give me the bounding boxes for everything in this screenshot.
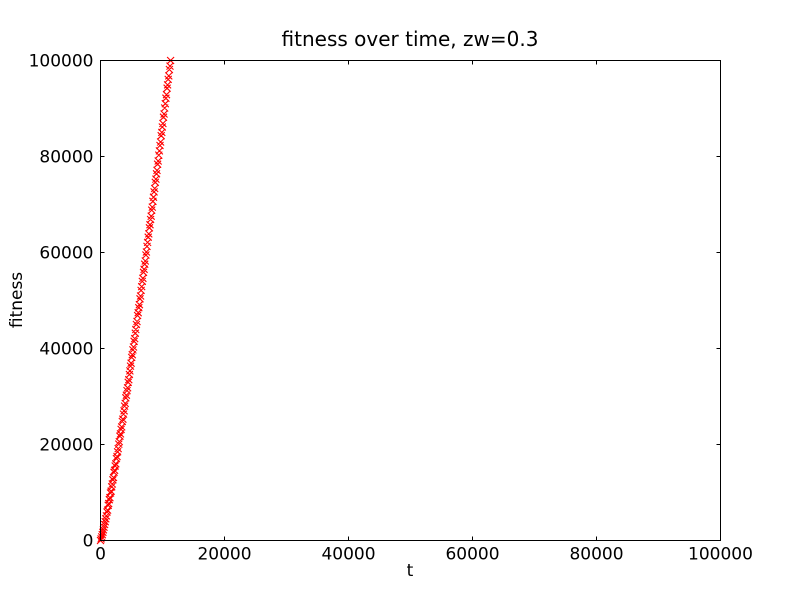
x-tick-label: 20000 (197, 545, 251, 565)
y-tick-label: 60000 (39, 244, 93, 264)
axis-ticks (100, 60, 721, 541)
y-tick-label: 0 (83, 532, 94, 552)
y-tick-label: 20000 (39, 436, 93, 456)
x-tick-label: 60000 (445, 545, 499, 565)
axes-frame (100, 60, 721, 541)
x-axis-label: t (406, 561, 414, 581)
data-series-markers (96, 56, 175, 545)
y-tick-label: 100000 (29, 52, 94, 72)
x-tick-label: 0 (95, 545, 106, 565)
y-tick-label: 40000 (39, 340, 93, 360)
x-tick-label: 80000 (569, 545, 623, 565)
x-tick-label: 40000 (321, 545, 375, 565)
y-tick-label: 80000 (39, 148, 93, 168)
y-axis-label: fitness (7, 271, 27, 329)
x-tick-label: 100000 (688, 545, 753, 565)
chart-title: fitness over time, zw=0.3 (281, 27, 539, 51)
